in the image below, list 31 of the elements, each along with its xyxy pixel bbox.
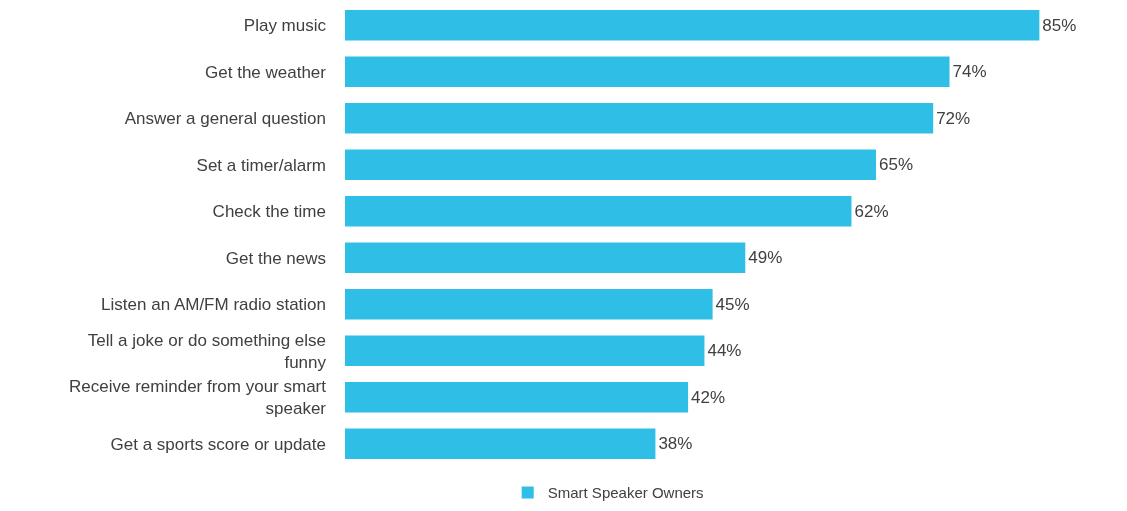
y-tick-label: Get the weather: [205, 62, 327, 82]
bar: [345, 56, 950, 88]
y-tick-label: Get the news: [225, 248, 326, 268]
y-tick-label: Receive reminder from your smart speaker: [69, 377, 327, 419]
data-label: 65%: [878, 155, 914, 175]
bar: [345, 195, 852, 227]
y-tick-label: Check the time: [212, 202, 326, 222]
bar: [345, 149, 876, 181]
bar: [345, 102, 934, 134]
data-label: 72%: [936, 108, 971, 128]
legend-label: Smart Speaker Owners: [547, 484, 704, 502]
data-label: 44%: [707, 341, 742, 361]
y-tick-label: Listen an AM/FM radio station: [101, 295, 326, 315]
y-tick-label: Play music: [243, 16, 327, 36]
y-tick-label: Tell a joke or do something else funny: [87, 330, 327, 372]
bar: [345, 428, 656, 460]
bar: [345, 242, 746, 274]
data-label: 49%: [748, 248, 783, 268]
bar: [345, 288, 713, 320]
y-tick-label: Set a timer/alarm: [196, 155, 326, 175]
data-label: 85%: [1042, 15, 1077, 35]
data-label: 42%: [691, 387, 726, 407]
bar: [345, 381, 689, 413]
data-label: 38%: [658, 434, 693, 454]
y-tick-label: Answer a general question: [124, 109, 326, 129]
bar: [345, 9, 1040, 41]
bar: [345, 335, 705, 367]
data-label: 62%: [854, 201, 889, 221]
data-label: 45%: [715, 294, 750, 314]
y-tick-label: Get a sports score or update: [110, 434, 326, 454]
data-label: 74%: [952, 62, 987, 82]
